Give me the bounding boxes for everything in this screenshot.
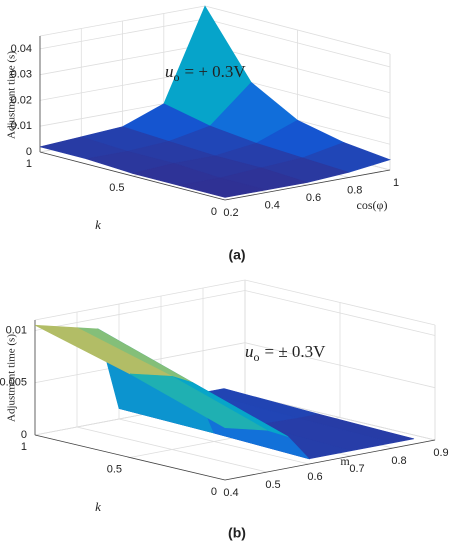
box-edge — [34, 279, 246, 321]
x-tick-label: 1 — [393, 177, 399, 189]
x-axis — [224, 439, 436, 481]
x-tick-label: 0.4 — [265, 199, 280, 211]
z-tick-label: 0.03 — [11, 69, 32, 81]
grid-line — [129, 302, 341, 458]
surface-chart: 00.010.020.030.040.20.40.60.8100.51Adjus… — [6, 5, 399, 263]
surface-patch — [178, 177, 267, 198]
y-tick-label: 1 — [26, 158, 32, 170]
y-tick-label: 1 — [21, 441, 27, 453]
x-tick-label: 0.7 — [349, 463, 364, 475]
x-tick-label: 0.2 — [223, 207, 238, 219]
y-axis — [34, 434, 226, 481]
annotation-subscript: o — [174, 70, 180, 84]
caption: (a) — [228, 247, 245, 263]
z-tick-label: 0.005 — [0, 377, 27, 389]
x-axis-label: m — [340, 454, 350, 468]
x-axis — [224, 169, 391, 201]
annotation-text: = ± 0.3V — [265, 342, 327, 361]
annotation-subscript: o — [254, 350, 260, 364]
y-tick-label: 0 — [211, 206, 217, 218]
z-axis-label: Adjustment time (s) — [6, 51, 18, 139]
y-axis-label: k — [95, 499, 101, 514]
y-tick-label: 0 — [211, 486, 217, 498]
y-tick-label: 0.5 — [107, 463, 122, 475]
x-tick-label: 0.8 — [391, 455, 406, 467]
z-tick-label: 0.02 — [11, 94, 32, 106]
annotation-symbol: u — [165, 62, 174, 81]
x-tick-label: 0.5 — [265, 479, 280, 491]
y-tick-label: 0.5 — [109, 182, 124, 194]
y-axis — [39, 151, 226, 201]
x-tick-label: 0.6 — [306, 192, 321, 204]
z-tick-label: 0 — [21, 429, 27, 441]
y-axis-label: k — [95, 217, 101, 232]
x-tick-label: 0.9 — [433, 447, 448, 459]
x-axis-label: cos(φ) — [357, 198, 388, 212]
surface-chart: 0 0.005 0.01 0.4 0.5 0.6 0.7 0.8 0.9 0 0.5 1 Adjustm… — [0, 279, 449, 541]
z-tick-label: 0 — [26, 146, 32, 158]
z-axis-label: Adjustment time (s) — [6, 334, 18, 422]
z-tick-label: 0.01 — [11, 120, 32, 132]
annotation: uo = + 0.3V — [165, 62, 246, 84]
z-tick-label: 0.04 — [11, 43, 32, 55]
annotation-text: = + 0.3V — [185, 62, 247, 81]
z-tick-label: 0.01 — [6, 324, 27, 336]
x-tick-label: 0.8 — [347, 184, 362, 196]
x-tick-label: 0.6 — [307, 471, 322, 483]
annotation-symbol: u — [245, 342, 254, 361]
x-tick-label: 0.4 — [223, 487, 238, 499]
caption: (b) — [228, 525, 246, 541]
annotation: uo = ± 0.3V — [245, 342, 326, 364]
surface-patch — [129, 373, 268, 431]
